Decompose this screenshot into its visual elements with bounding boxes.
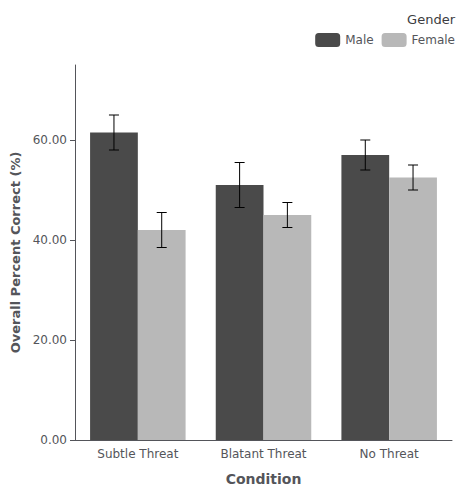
svg-text:40.00: 40.00 bbox=[33, 233, 67, 247]
svg-text:Blatant Threat: Blatant Threat bbox=[220, 447, 306, 461]
svg-text:Overall Percent Correct (%): Overall Percent Correct (%) bbox=[8, 152, 23, 354]
svg-text:No Threat: No Threat bbox=[360, 447, 419, 461]
svg-text:Condition: Condition bbox=[226, 471, 302, 487]
svg-text:Male: Male bbox=[345, 33, 373, 47]
svg-text:60.00: 60.00 bbox=[33, 133, 67, 147]
svg-text:Subtle Threat: Subtle Threat bbox=[97, 447, 178, 461]
svg-text:Gender: Gender bbox=[407, 12, 456, 27]
svg-text:0.00: 0.00 bbox=[40, 433, 67, 447]
svg-text:20.00: 20.00 bbox=[33, 333, 67, 347]
svg-text:Female: Female bbox=[412, 33, 455, 47]
